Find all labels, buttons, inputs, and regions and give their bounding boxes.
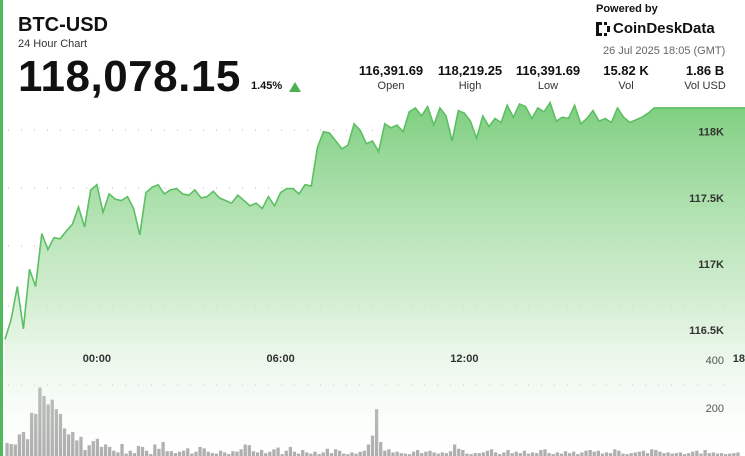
pair-title: BTC-USD bbox=[18, 14, 108, 36]
price-line bbox=[4, 100, 745, 340]
volume-axis: 200 400 bbox=[706, 355, 724, 415]
accent-bar bbox=[0, 0, 3, 456]
price-change: 1.45% bbox=[251, 80, 283, 92]
chart-subtitle: 24 Hour Chart bbox=[18, 38, 88, 50]
brand-name: CoinDeskData bbox=[613, 20, 715, 37]
stat-label: Open bbox=[377, 80, 405, 92]
stat-value: 116,391.69 bbox=[358, 63, 424, 78]
time-tick-label: 12:00 bbox=[450, 353, 478, 365]
price-tick-label: 116.5K bbox=[689, 325, 724, 337]
price-tick-label: 117.5K bbox=[689, 193, 724, 205]
coindesk-logo-icon bbox=[596, 21, 610, 36]
price-tick-label: 117K bbox=[698, 259, 724, 271]
stat-vol-usd: 1.86 B Vol USD bbox=[665, 63, 745, 92]
timestamp: 26 Jul 2025 18:05 (GMT) bbox=[603, 45, 726, 57]
stat-value: 1.86 B bbox=[685, 63, 725, 78]
stat-label: High bbox=[458, 80, 482, 92]
stat-low: 116,391.69 Low bbox=[508, 63, 588, 92]
volume-tick-label: 400 bbox=[706, 355, 724, 367]
price-area bbox=[5, 102, 745, 456]
current-price: 118,078.15 bbox=[18, 52, 241, 101]
stat-open: 116,391.69 Open bbox=[351, 63, 431, 92]
time-axis: 00:00 06:00 12:00 18 bbox=[83, 353, 745, 365]
brand-logo[interactable]: CoinDeskData bbox=[596, 20, 715, 37]
stat-high: 118,219.25 High bbox=[430, 63, 510, 92]
time-tick-label: 18 bbox=[733, 353, 745, 365]
volume-tick-label: 200 bbox=[706, 403, 724, 415]
stat-label: Low bbox=[537, 80, 559, 92]
time-tick-label: 00:00 bbox=[83, 353, 111, 365]
powered-by-label: Powered by bbox=[596, 3, 658, 15]
stat-vol: 15.82 K Vol bbox=[586, 63, 666, 92]
time-tick-label: 06:00 bbox=[267, 353, 295, 365]
stat-value: 15.82 K bbox=[603, 63, 649, 78]
stat-value: 118,219.25 bbox=[437, 63, 503, 78]
stat-value: 116,391.69 bbox=[515, 63, 581, 78]
price-axis: 116.5K 117K 117.5K 118K bbox=[689, 127, 724, 337]
price-tick-label: 118K bbox=[698, 127, 724, 139]
stat-label: Vol bbox=[618, 80, 634, 92]
up-arrow-icon bbox=[289, 82, 301, 92]
stat-label: Vol USD bbox=[684, 80, 726, 92]
